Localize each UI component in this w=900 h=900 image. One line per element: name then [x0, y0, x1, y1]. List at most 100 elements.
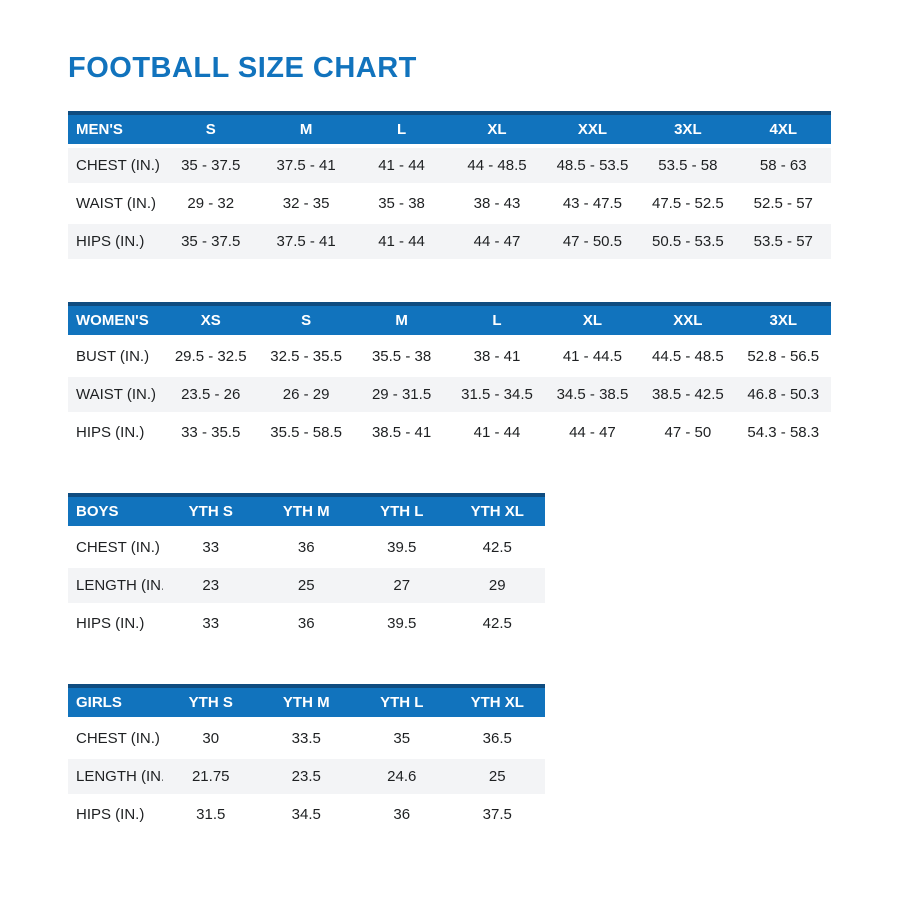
row-label: LENGTH (IN.)	[76, 769, 163, 784]
table-row-womens: WAIST (IN.) 23.5 - 26 26 - 29 29 - 31.5 31.5…	[68, 377, 831, 412]
size-value-cell: 29 - 32	[187, 195, 235, 212]
size-value-cell: 25	[488, 768, 506, 785]
size-value-cell: 37.5 - 41	[276, 157, 336, 174]
row-label: LENGTH (IN.)	[76, 578, 163, 593]
size-value-cell: 25	[297, 577, 315, 594]
size-column-header: L	[396, 121, 407, 138]
size-column-header: 3XL	[674, 121, 702, 138]
size-value-cell: 44 - 47	[473, 233, 521, 250]
size-value-cell: 21.75	[191, 768, 230, 785]
size-column-header: L	[492, 312, 502, 329]
size-value-cell: 39.5	[387, 539, 417, 556]
size-value-cell: 33	[202, 539, 220, 556]
row-label: HIPS (IN.)	[76, 616, 145, 631]
size-value-cell: 34.5	[291, 806, 321, 823]
size-column-header: M	[395, 312, 408, 329]
table-row-boys: LENGTH (IN.) 23 25 27 29	[68, 568, 545, 603]
size-value-cell: 38.5 - 41	[371, 424, 432, 441]
table-row-mens: CHEST (IN.) 35 - 37.5 37.5 - 41 41 - 44 44 -…	[68, 148, 831, 183]
size-value-cell: 23	[202, 577, 220, 594]
row-label: HIPS (IN.)	[76, 807, 145, 822]
size-table-womens: WOMEN'S XS S M L XL XXL 3XL BUST (IN.) 29.5 - 32.…	[68, 302, 900, 450]
size-value-cell: 31.5	[196, 806, 226, 823]
tables-container: MEN'S S M L XL XXL 3XL 4XL CHEST (IN.) 35 - 37.5 3…	[68, 111, 900, 832]
size-value-cell: 36	[393, 806, 411, 823]
table-group-label: BOYS	[76, 504, 119, 519]
size-column-header: XXL	[577, 121, 608, 138]
size-value-cell: 32.5 - 35.5	[270, 348, 342, 365]
size-value-cell: 35 - 37.5	[181, 233, 241, 250]
size-value-cell: 30	[202, 730, 220, 747]
size-value-cell: 29.5 - 32.5	[174, 348, 247, 365]
size-value-cell: 52.5 - 57	[753, 195, 813, 212]
size-value-cell: 47.5 - 52.5	[651, 195, 724, 212]
size-value-cell: 41 - 44.5	[562, 348, 623, 365]
size-value-cell: 42.5	[482, 615, 512, 632]
size-column-header: S	[205, 121, 216, 138]
size-column-header: 3XL	[769, 312, 798, 329]
page-title: FOOTBALL SIZE CHART	[68, 52, 417, 84]
size-value-cell: 35.5 - 38	[371, 348, 432, 365]
size-value-cell: 47 - 50.5	[562, 233, 623, 250]
table-row-mens: HIPS (IN.) 35 - 37.5 37.5 - 41 41 - 44 44 - …	[68, 224, 831, 259]
size-value-cell: 44.5 - 48.5	[651, 348, 724, 365]
size-value-cell: 48.5 - 53.5	[556, 157, 629, 174]
size-table-girls: GIRLS YTH S YTH M YTH L YTH XL CHEST (IN.) 30 3…	[68, 684, 900, 832]
size-value-cell: 24.6	[387, 768, 417, 785]
size-value-cell: 27	[393, 577, 411, 594]
size-value-cell: 23.5 - 26	[181, 386, 241, 403]
size-value-cell: 47 - 50	[664, 424, 712, 441]
size-value-cell: 35 - 37.5	[181, 157, 241, 174]
table-header-row-mens: MEN'S S M L XL XXL 3XL 4XL	[68, 111, 831, 144]
size-column-header: XS	[200, 312, 221, 329]
table-row-girls: HIPS (IN.) 31.5 34.5 36 37.5	[68, 797, 545, 832]
size-column-header: XL	[487, 121, 507, 138]
table-row-boys: HIPS (IN.) 33 36 39.5 42.5	[68, 606, 545, 641]
table-group-label: MEN'S	[76, 122, 123, 137]
size-value-cell: 23.5	[291, 768, 321, 785]
table-group-label: GIRLS	[76, 695, 122, 710]
size-column-header: XL	[582, 312, 602, 329]
size-value-cell: 52.8 - 56.5	[747, 348, 820, 365]
row-label: WAIST (IN.)	[76, 196, 156, 211]
table-row-womens: HIPS (IN.) 33 - 35.5 35.5 - 58.5 38.5 - 41 4…	[68, 415, 831, 450]
size-value-cell: 29	[488, 577, 506, 594]
size-value-cell: 32 - 35	[282, 195, 330, 212]
size-value-cell: 44 - 47	[569, 424, 616, 441]
size-value-cell: 42.5	[482, 539, 512, 556]
size-value-cell: 50.5 - 53.5	[651, 233, 724, 250]
size-value-cell: 33.5	[291, 730, 321, 747]
table-header-row-womens: WOMEN'S XS S M L XL XXL 3XL	[68, 302, 831, 335]
size-value-cell: 58 - 63	[759, 157, 807, 174]
size-column-header: S	[301, 312, 312, 329]
size-value-cell: 41 - 44	[378, 233, 425, 250]
size-column-header: YTH XL	[470, 694, 524, 711]
row-label: HIPS (IN.)	[76, 234, 145, 249]
size-value-cell: 35	[393, 730, 411, 747]
size-column-header: YTH S	[188, 503, 233, 520]
size-column-header: YTH M	[282, 503, 330, 520]
row-label: CHEST (IN.)	[76, 540, 160, 555]
size-column-header: 4XL	[769, 121, 798, 138]
row-label: CHEST (IN.)	[76, 731, 160, 746]
table-header-row-girls: GIRLS YTH S YTH M YTH L YTH XL	[68, 684, 545, 717]
size-value-cell: 36	[297, 539, 315, 556]
size-value-cell: 35 - 38	[378, 195, 425, 212]
table-row-boys: CHEST (IN.) 33 36 39.5 42.5	[68, 530, 545, 565]
row-label: WAIST (IN.)	[76, 387, 156, 402]
size-column-header: YTH L	[380, 694, 424, 711]
row-label: BUST (IN.)	[76, 349, 150, 364]
table-row-girls: CHEST (IN.) 30 33.5 35 36.5	[68, 721, 545, 756]
size-chart-page: FOOTBALL SIZE CHART MEN'S S M L XL XXL 3XL 4XL C…	[68, 52, 900, 832]
size-value-cell: 44 - 48.5	[467, 157, 527, 174]
size-value-cell: 36	[297, 615, 315, 632]
table-row-girls: LENGTH (IN.) 21.75 23.5 24.6 25	[68, 759, 545, 794]
size-value-cell: 41 - 44	[473, 424, 521, 441]
table-header-row-boys: BOYS YTH S YTH M YTH L YTH XL	[68, 493, 545, 526]
size-value-cell: 38 - 43	[473, 195, 521, 212]
size-value-cell: 38.5 - 42.5	[651, 386, 724, 403]
size-column-header: XXL	[673, 312, 703, 329]
size-value-cell: 33	[202, 615, 220, 632]
size-table-mens: MEN'S S M L XL XXL 3XL 4XL CHEST (IN.) 35 - 37.5 3…	[68, 111, 900, 259]
size-value-cell: 31.5 - 34.5	[461, 386, 533, 403]
